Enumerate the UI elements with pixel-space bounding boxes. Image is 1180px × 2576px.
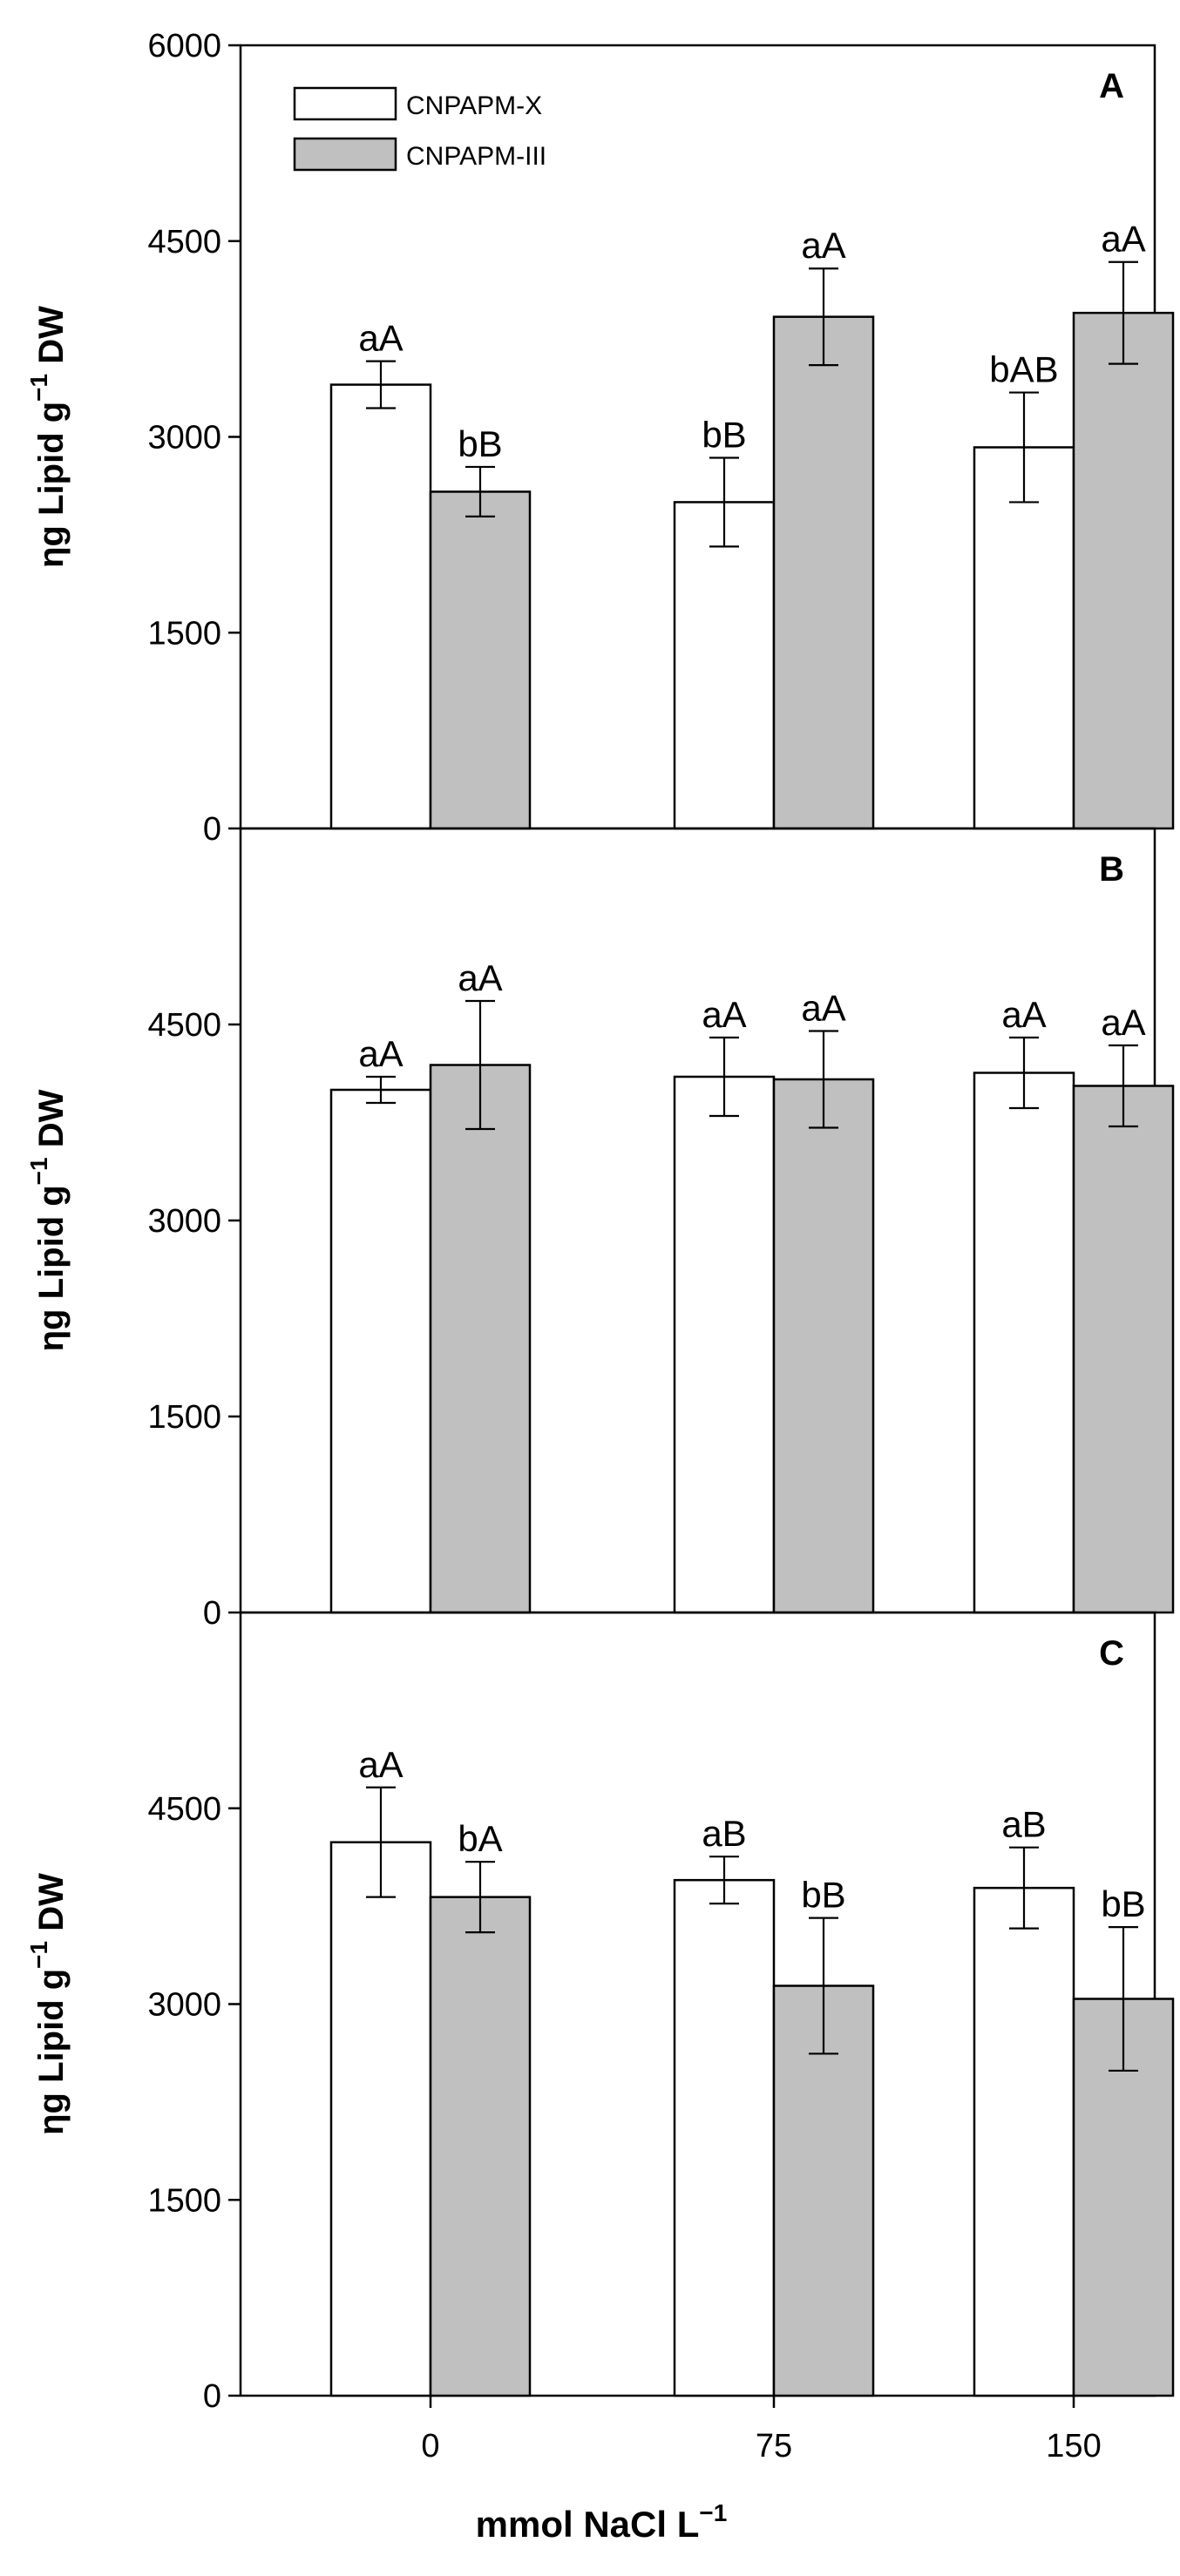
y-tick-label: 3000 bbox=[147, 420, 221, 456]
y-tick-label: 0 bbox=[203, 811, 221, 848]
significance-label: aA bbox=[801, 988, 845, 1029]
significance-label: aA bbox=[358, 1033, 403, 1074]
bar-b-cnpapm-iii-150 bbox=[1072, 1085, 1175, 1614]
significance-label: bA bbox=[458, 1818, 502, 1859]
y-tick-label: 1500 bbox=[147, 615, 221, 652]
significance-label: aA bbox=[702, 994, 746, 1035]
bar-a-cnpapm-x-0 bbox=[329, 383, 432, 830]
axis-titles: mmol NaCl L−1 ηg Lipid g−1 DW ηg Lipid g−… bbox=[25, 306, 727, 2545]
x-tick-label: 75 bbox=[756, 2428, 792, 2464]
bar-b-cnpapm-x-0 bbox=[329, 1088, 432, 1614]
bar-b-cnpapm-x-150 bbox=[973, 1072, 1075, 1614]
significance-label: aA bbox=[458, 957, 502, 998]
bar-a-cnpapm-iii-150 bbox=[1072, 311, 1175, 830]
bar-c-cnpapm-iii-0 bbox=[429, 1896, 532, 2397]
bar-c-cnpapm-x-0 bbox=[329, 1841, 432, 2397]
y-axis-title: ηg Lipid g−1 DW bbox=[25, 1089, 71, 1351]
legend-label-cnpapm-x: CNPAPM-X bbox=[406, 91, 542, 120]
y-tick-label: 4500 bbox=[147, 224, 221, 260]
bar-a-cnpapm-x-150 bbox=[973, 446, 1075, 830]
y-tick-label: 1500 bbox=[147, 1399, 221, 1436]
bar-a-cnpapm-x-75 bbox=[673, 501, 776, 830]
bar-a-cnpapm-iii-75 bbox=[772, 315, 875, 830]
panel-b: 0 1500 3000 4500 aA aA aA aA aA aA B bbox=[147, 827, 1175, 1632]
panel-letter: C bbox=[1099, 1634, 1124, 1673]
y-tick-label: 4500 bbox=[147, 1791, 221, 1828]
significance-label: bB bbox=[1101, 1883, 1145, 1924]
panel-a: 0 1500 3000 4500 6000 aA bB bAB bB aA aA A bbox=[147, 28, 1175, 848]
x-axis: 0 75 150 bbox=[421, 2396, 1102, 2464]
y-tick-label: 6000 bbox=[147, 28, 221, 64]
legend-swatch-cnpapm-iii bbox=[293, 137, 397, 172]
significance-label: aA bbox=[1001, 994, 1046, 1035]
significance-label: aB bbox=[1001, 1804, 1046, 1845]
significance-label: bB bbox=[702, 414, 746, 455]
bar-c-cnpapm-x-150 bbox=[973, 1886, 1075, 2397]
bar-b-cnpapm-x-75 bbox=[673, 1075, 776, 1614]
bar-b-cnpapm-iii-0 bbox=[429, 1064, 532, 1614]
significance-label: aA bbox=[358, 1744, 403, 1785]
significance-label: aA bbox=[358, 318, 403, 359]
panel-letter: A bbox=[1099, 67, 1124, 105]
bar-b-cnpapm-iii-75 bbox=[772, 1078, 875, 1614]
x-tick-label: 150 bbox=[1046, 2428, 1101, 2464]
panel-c: 0 1500 3000 4500 aA aB aB bA bB bB C bbox=[147, 1611, 1175, 2415]
significance-label: bB bbox=[458, 423, 502, 464]
significance-label: aA bbox=[1101, 1002, 1145, 1043]
legend: CNPAPM-X CNPAPM-III bbox=[293, 86, 546, 172]
panel-letter: B bbox=[1099, 850, 1124, 889]
legend-swatch-cnpapm-x bbox=[293, 86, 397, 121]
y-tick-label: 1500 bbox=[147, 2182, 221, 2219]
y-tick-label: 0 bbox=[203, 2378, 221, 2415]
significance-label: aA bbox=[1101, 219, 1145, 260]
y-tick-label: 3000 bbox=[147, 1987, 221, 2024]
y-axis-title: ηg Lipid g−1 DW bbox=[25, 306, 71, 568]
x-tick-label: 0 bbox=[421, 2428, 439, 2464]
y-axis-title: ηg Lipid g−1 DW bbox=[25, 1873, 71, 2135]
significance-label: bAB bbox=[989, 349, 1058, 390]
y-tick-label: 0 bbox=[203, 1595, 221, 1632]
significance-label: aB bbox=[702, 1813, 746, 1854]
y-tick-label: 4500 bbox=[147, 1007, 221, 1044]
bar-a-cnpapm-iii-0 bbox=[429, 490, 532, 830]
x-axis-title: mmol NaCl L−1 bbox=[476, 2499, 728, 2545]
y-tick-label: 3000 bbox=[147, 1203, 221, 1240]
bar-c-cnpapm-x-75 bbox=[673, 1878, 776, 2397]
significance-label: bB bbox=[801, 1875, 845, 1916]
legend-label-cnpapm-iii: CNPAPM-III bbox=[406, 142, 546, 171]
significance-label: aA bbox=[801, 225, 845, 266]
